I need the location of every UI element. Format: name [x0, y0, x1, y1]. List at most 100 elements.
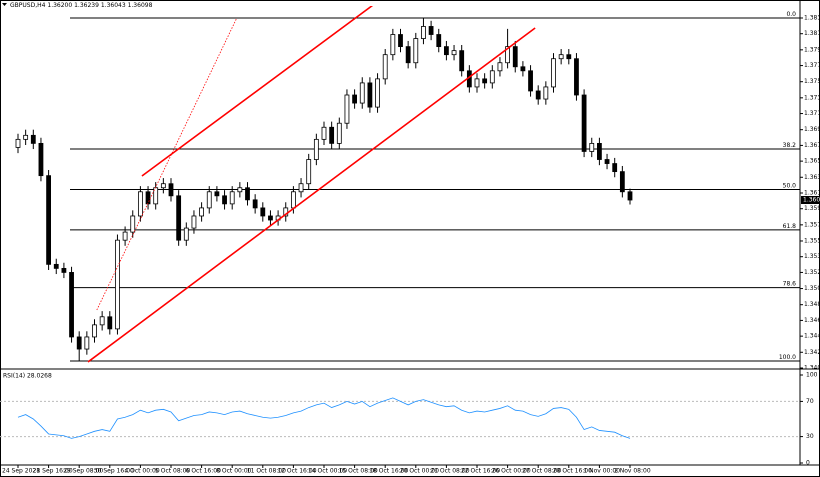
candle-body: [145, 191, 151, 205]
candle-body: [421, 26, 426, 39]
fib-label: 0.0: [786, 11, 796, 18]
candle-body: [252, 199, 258, 209]
candle-body: [597, 142, 602, 160]
x-tick-label: 29 Sep 08:00: [63, 468, 103, 475]
x-tick-label: 5 Oct 08:00: [155, 468, 190, 475]
rsi-label: RSI(14) 28.0268: [3, 373, 52, 380]
candle-body: [551, 58, 556, 88]
fib-label: 78.6: [783, 281, 797, 288]
candle-body: [69, 272, 74, 338]
x-tick-label: 12 Oct 16:00: [277, 468, 316, 475]
rsi-tick-label: 100: [806, 372, 818, 379]
candle-body: [84, 336, 90, 350]
y-tick-label: 1.38355: [804, 14, 820, 21]
candle-body: [115, 239, 120, 330]
candle-body: [214, 191, 220, 197]
candle-body: [558, 54, 564, 60]
candle-body: [313, 138, 319, 160]
candle-body: [627, 191, 633, 201]
candle-body: [268, 215, 273, 221]
candle-body: [229, 191, 235, 205]
candle-body: [528, 70, 533, 92]
candle-body: [382, 54, 388, 80]
x-tick-label: 28 Sep 16:00: [33, 468, 73, 475]
x-tick-label: 4 Oct 00:00: [124, 468, 159, 475]
candle-body: [344, 94, 350, 124]
candle-body: [237, 187, 243, 193]
candle-body: [130, 215, 136, 233]
candle-body: [206, 191, 212, 209]
candle-body: [520, 66, 526, 72]
x-tick-label: 2 Nov 08:00: [614, 468, 651, 475]
candle-body: [390, 34, 396, 56]
y-tick-label: 1.34410: [804, 333, 820, 340]
candle-body: [375, 78, 380, 108]
header-arrow: [2, 3, 7, 6]
candle-body: [176, 195, 182, 241]
axes: 1.38355 1.38160 1.37960 1.37765 1.37565 1.373…: [2, 14, 820, 475]
price-box: [801, 196, 820, 205]
x-tick-label: 14 Oct 00:00: [308, 468, 347, 475]
candle-body: [298, 183, 304, 193]
x-tick-label: 21 Oct 08:00: [430, 468, 469, 475]
candle-body: [191, 215, 197, 229]
rsi-tick-label: 0: [806, 460, 810, 467]
high: 1.36239: [74, 2, 99, 9]
candle-body: [290, 191, 296, 209]
x-tick-label: 8 Oct 00:00: [216, 468, 251, 475]
chart-header: GBPUSD,H4 1.36200 1.36239 1.36043 1.3609…: [10, 2, 153, 9]
rsi-tick-label: 30: [806, 433, 814, 440]
candle-body: [505, 46, 511, 64]
candle-body: [428, 26, 434, 35]
candle-body: [474, 78, 480, 88]
candle-body: [436, 34, 442, 48]
candle-body: [76, 336, 82, 350]
candle-body: [336, 122, 342, 144]
fib-label: 38.2: [783, 142, 797, 149]
fib-label: 50.0: [783, 182, 797, 189]
x-tick-label: 24 Sep 2021: [2, 468, 40, 475]
y-tick-label: 1.34015: [804, 365, 820, 372]
x-tick-label: 30 Sep 16:00: [94, 468, 134, 475]
candle-body: [122, 231, 128, 241]
y-tick-label: 1.35790: [804, 221, 820, 228]
y-tick-label: 1.37960: [804, 46, 820, 53]
y-tick-label: 1.35590: [804, 237, 820, 244]
candle-body: [612, 163, 618, 173]
candle-body: [359, 82, 365, 104]
x-tick-label: 26 Oct 00:00: [492, 468, 531, 475]
price-box-label: 1.36098: [803, 197, 820, 204]
candle-body: [589, 142, 595, 152]
y-tick-label: 1.36380: [804, 174, 820, 181]
candle-body: [497, 62, 503, 72]
main-pane: 0.0 38.2 50.0 61.8 78.6 100.0: [15, 6, 800, 363]
close: 1.36098: [128, 2, 153, 9]
x-tick-label: 15 Oct 08:00: [339, 468, 378, 475]
y-tick-label: 1.35000: [804, 285, 820, 292]
candle-body: [443, 46, 449, 56]
x-tick-label: 1 Nov 00:00: [583, 468, 620, 475]
y-tick-label: 1.34800: [804, 301, 820, 308]
fib-label: 100.0: [779, 354, 796, 361]
candle-body: [604, 159, 610, 164]
candle-body: [260, 207, 266, 217]
candle-body: [53, 263, 59, 269]
y-tick-label: 1.38160: [804, 30, 820, 37]
y-tick-label: 1.36775: [804, 142, 820, 149]
candle-body: [512, 46, 518, 68]
candle-body: [306, 159, 312, 185]
candle-body: [482, 78, 488, 84]
candle-body: [245, 187, 250, 201]
y-tick-label: 1.36970: [804, 126, 820, 133]
y-tick-label: 1.37765: [804, 62, 820, 69]
candle-body: [15, 138, 21, 148]
candle-body: [30, 134, 36, 144]
candle-body: [160, 183, 166, 189]
candle-body: [99, 316, 105, 326]
candle-body: [459, 50, 465, 72]
candle-body: [23, 134, 29, 140]
symbol: GBPUSD,H4: [10, 2, 46, 9]
y-tick-label: 1.34605: [804, 317, 820, 324]
y-tick-label: 1.37170: [804, 110, 820, 117]
y-tick-label: 1.36185: [804, 189, 820, 196]
